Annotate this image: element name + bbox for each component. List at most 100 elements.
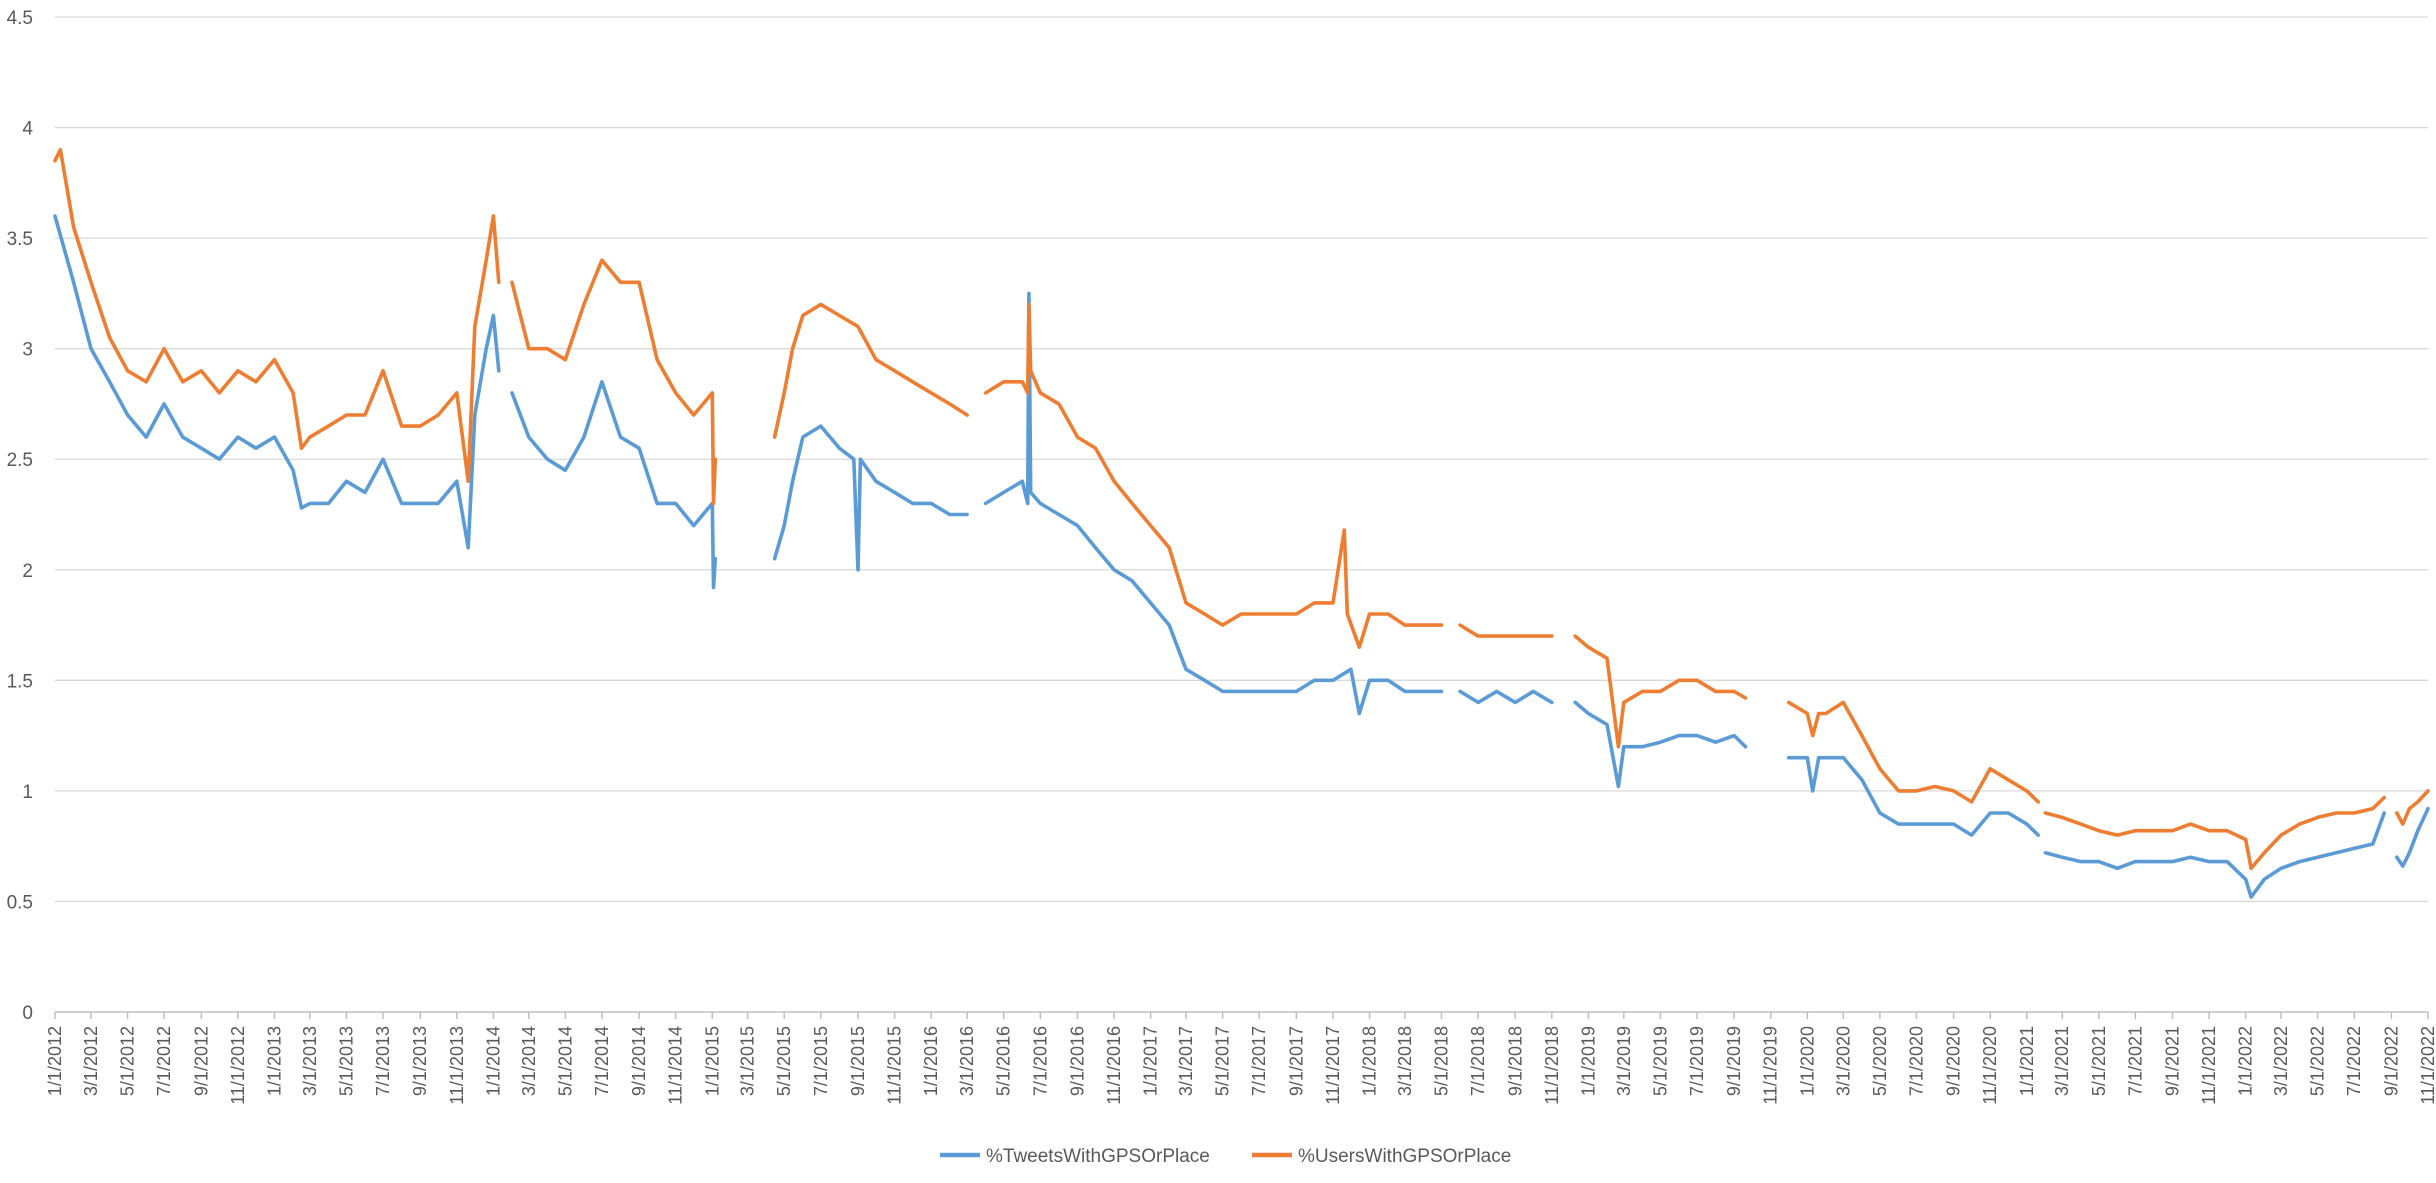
legend-item: %UsersWithGPSOrPlace [1252, 1146, 1511, 1167]
x-tick-label: 3/1/2016 [957, 1026, 977, 1096]
x-tick-label: 1/1/2020 [1797, 1026, 1817, 1096]
series-line-segment [2395, 789, 2430, 826]
x-tick-label: 5/1/2019 [1650, 1026, 1670, 1096]
x-tick-label: 3/1/2021 [2052, 1026, 2072, 1096]
x-tick-label: 7/1/2022 [2344, 1026, 2364, 1096]
x-tick-label: 11/1/2012 [228, 1026, 248, 1105]
x-tick-label: 9/1/2017 [1286, 1026, 1306, 1096]
series-line-segment [1458, 689, 1554, 705]
series-line-segment [772, 424, 969, 572]
x-tick-label: 1/1/2014 [483, 1026, 503, 1096]
x-tick-label: 7/1/2013 [373, 1026, 393, 1096]
y-tick-label: 2 [22, 561, 33, 582]
y-axis-ticks: 0 0.5 1 1.5 2 2.5 3 3.5 4 4.5 [7, 8, 34, 1024]
x-tick-label: 9/1/2015 [848, 1026, 868, 1096]
x-tick-label: 11/1/2021 [2199, 1026, 2219, 1105]
y-tick-label: 2.5 [7, 450, 33, 471]
gridlines [55, 16, 2428, 903]
x-tick-label: 9/1/2020 [1944, 1026, 1964, 1096]
x-tick-label: 11/1/2015 [885, 1026, 905, 1105]
x-tick-label: 5/1/2020 [1870, 1026, 1890, 1096]
x-tick-label: 11/1/2018 [1542, 1026, 1562, 1105]
legend-label: %UsersWithGPSOrPlace [1298, 1146, 1511, 1167]
x-tick-label: 1/1/2019 [1578, 1026, 1598, 1096]
y-tick-label: 3.5 [7, 229, 33, 250]
series-line-segment [2043, 795, 2386, 871]
x-tick-label: 3/1/2018 [1395, 1026, 1415, 1096]
y-tick-label: 3 [22, 340, 33, 361]
x-tick-label: 11/1/2016 [1104, 1026, 1124, 1105]
x-tick-label: 1/1/2021 [2017, 1026, 2037, 1096]
series-line-segment [1573, 634, 1748, 749]
x-tick-label: 7/1/2014 [592, 1026, 612, 1096]
series-line-segment [1786, 755, 2040, 837]
x-tick-label: 11/1/2022 [2418, 1026, 2436, 1105]
series-line-segment [53, 214, 501, 550]
series-1 [53, 214, 2430, 899]
x-tick-label: 5/1/2022 [2308, 1026, 2328, 1096]
series-line-segment [2043, 811, 2386, 899]
series-line-segment [1573, 700, 1748, 789]
x-tick-label: 11/1/2020 [1980, 1026, 2000, 1105]
legend-item: %TweetsWithGPSOrPlace [940, 1146, 1210, 1167]
x-tick-label: 1/1/2022 [2236, 1026, 2256, 1096]
x-tick-label: 1/1/2017 [1141, 1026, 1161, 1096]
x-tick-label: 7/1/2021 [2125, 1026, 2145, 1096]
x-tick-label: 3/1/2014 [519, 1026, 539, 1096]
x-tick-label: 9/1/2014 [629, 1026, 649, 1096]
legend-label: %TweetsWithGPSOrPlace [986, 1146, 1210, 1167]
x-tick-label: 5/1/2018 [1431, 1026, 1451, 1096]
series-line-segment [510, 258, 718, 506]
x-tick-label: 3/1/2019 [1614, 1026, 1634, 1096]
x-tick-label: 5/1/2013 [336, 1026, 356, 1096]
series-line-segment [510, 380, 718, 590]
x-tick-label: 3/1/2012 [81, 1026, 101, 1096]
x-tick-label: 5/1/2016 [994, 1026, 1014, 1096]
x-tick-label: 5/1/2015 [774, 1026, 794, 1096]
x-tick-label: 9/1/2018 [1505, 1026, 1525, 1096]
x-tick-label: 11/1/2019 [1761, 1026, 1781, 1105]
y-tick-label: 0.5 [7, 892, 33, 913]
series-2 [53, 147, 2430, 871]
x-tick-label: 3/1/2020 [1833, 1026, 1853, 1096]
x-tick-label: 7/1/2012 [154, 1026, 174, 1096]
x-tick-label: 9/1/2021 [2163, 1026, 2183, 1096]
y-tick-label: 1.5 [7, 671, 33, 692]
x-tick-label: 1/1/2012 [45, 1026, 65, 1096]
x-tick-label: 7/1/2017 [1249, 1026, 1269, 1096]
x-tick-label: 5/1/2014 [555, 1026, 575, 1096]
x-tick-label: 7/1/2020 [1906, 1026, 1926, 1096]
x-tick-label: 9/1/2013 [410, 1026, 430, 1096]
x-tick-label: 9/1/2022 [2381, 1026, 2401, 1096]
x-tick-label: 9/1/2012 [191, 1026, 211, 1096]
legend: %TweetsWithGPSOrPlace %UsersWithGPSOrPlac… [940, 1146, 1511, 1167]
x-tick-label: 7/1/2016 [1030, 1026, 1050, 1096]
series-line-segment [1786, 700, 2040, 804]
x-tick-label: 7/1/2019 [1687, 1026, 1707, 1096]
series-line-segment [772, 302, 969, 439]
x-tick-label: 11/1/2014 [666, 1026, 686, 1105]
series-line-segment [983, 302, 1444, 649]
series-lines [53, 147, 2430, 899]
x-tick-label: 7/1/2015 [811, 1026, 831, 1096]
x-tick-label: 5/1/2017 [1213, 1026, 1233, 1096]
y-tick-label: 0 [22, 1003, 33, 1024]
y-tick-label: 1 [22, 782, 33, 803]
x-tick-label: 1/1/2013 [264, 1026, 284, 1096]
series-line-segment [983, 291, 1444, 716]
x-tick-label: 5/1/2012 [118, 1026, 138, 1096]
x-tick-label: 9/1/2019 [1724, 1026, 1744, 1096]
x-tick-label: 3/1/2013 [300, 1026, 320, 1096]
y-tick-label: 4 [22, 119, 33, 140]
x-tick-label: 11/1/2017 [1323, 1026, 1343, 1105]
x-tick-label: 9/1/2016 [1067, 1026, 1087, 1096]
x-tick-label: 3/1/2015 [738, 1026, 758, 1096]
x-tick-label: 1/1/2018 [1360, 1026, 1380, 1096]
x-tick-label: 5/1/2021 [2089, 1026, 2109, 1096]
y-tick-label: 4.5 [7, 8, 33, 29]
series-line-segment [2395, 806, 2430, 868]
x-tick-label: 7/1/2018 [1468, 1026, 1488, 1096]
x-tick-label: 3/1/2022 [2271, 1026, 2291, 1096]
